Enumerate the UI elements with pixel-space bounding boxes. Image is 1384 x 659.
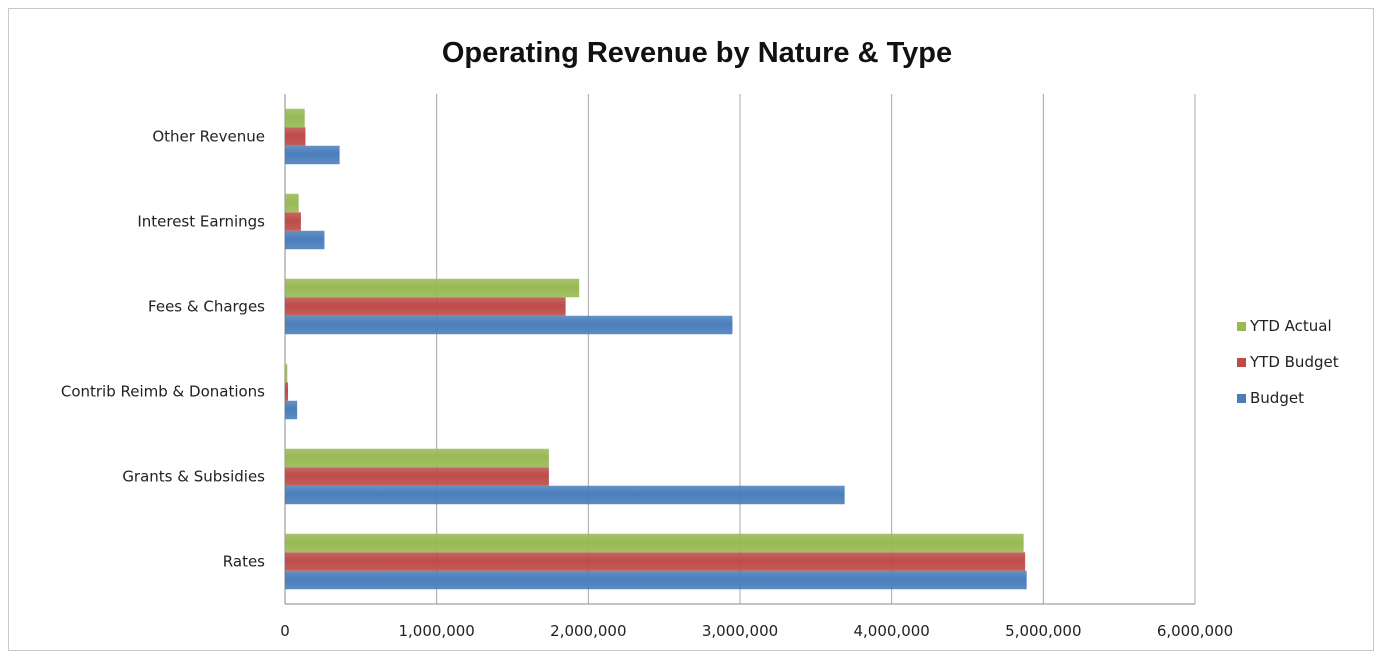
- category-label: Fees & Charges: [148, 298, 265, 316]
- legend-label: YTD Budget: [1249, 353, 1339, 371]
- labels: 0 1,000,000 2,000,000 3,000,000 4,000,000 5,0…: [61, 128, 1233, 641]
- bar-ytd-budget: [285, 382, 289, 401]
- bar-ytd-actual: [285, 193, 299, 213]
- category-label: Contrib Reimb & Donations: [61, 383, 265, 401]
- category-label: Other Revenue: [152, 128, 265, 146]
- legend-swatch: [1237, 322, 1246, 331]
- chart-frame: Operating Revenue by Nature & Type 0 1,00…: [8, 8, 1374, 651]
- x-tick-label: 6,000,000: [1157, 622, 1233, 640]
- legend-swatch: [1237, 394, 1246, 403]
- legend-label: Budget: [1250, 389, 1304, 407]
- legend: YTD Actual YTD Budget Budget: [1237, 317, 1339, 407]
- bar-ytd-budget: [285, 297, 566, 316]
- bar-budget: [285, 570, 1027, 590]
- bar-budget: [285, 145, 340, 165]
- bar-ytd-actual: [285, 108, 305, 128]
- chart-title: Operating Revenue by Nature & Type: [442, 37, 952, 69]
- legend-swatch: [1237, 358, 1246, 367]
- x-tick-label: 4,000,000: [853, 622, 929, 640]
- bars: [285, 108, 1027, 590]
- bar-ytd-actual: [285, 533, 1024, 553]
- bar-ytd-budget: [285, 552, 1026, 571]
- legend-label: YTD Actual: [1249, 317, 1332, 335]
- bar-budget: [285, 485, 845, 505]
- category-label: Grants & Subsidies: [122, 468, 265, 486]
- bar-ytd-budget: [285, 212, 301, 231]
- x-tick-label: 3,000,000: [702, 622, 778, 640]
- x-tick-label: 5,000,000: [1005, 622, 1081, 640]
- bar-ytd-actual: [285, 278, 580, 298]
- bar-budget: [285, 400, 298, 420]
- x-tick-label: 0: [280, 622, 290, 640]
- bar-ytd-actual: [285, 448, 549, 468]
- bar-ytd-budget: [285, 127, 306, 146]
- bar-chart: Operating Revenue by Nature & Type 0 1,00…: [61, 37, 1339, 641]
- category-label: Interest Earnings: [137, 213, 265, 231]
- bar-budget: [285, 230, 325, 250]
- x-tick-label: 1,000,000: [398, 622, 474, 640]
- bar-ytd-actual: [285, 363, 288, 383]
- x-tick-label: 2,000,000: [550, 622, 626, 640]
- category-label: Rates: [223, 553, 265, 571]
- bar-budget: [285, 315, 733, 335]
- gridlines: [284, 94, 1196, 604]
- bar-ytd-budget: [285, 467, 549, 486]
